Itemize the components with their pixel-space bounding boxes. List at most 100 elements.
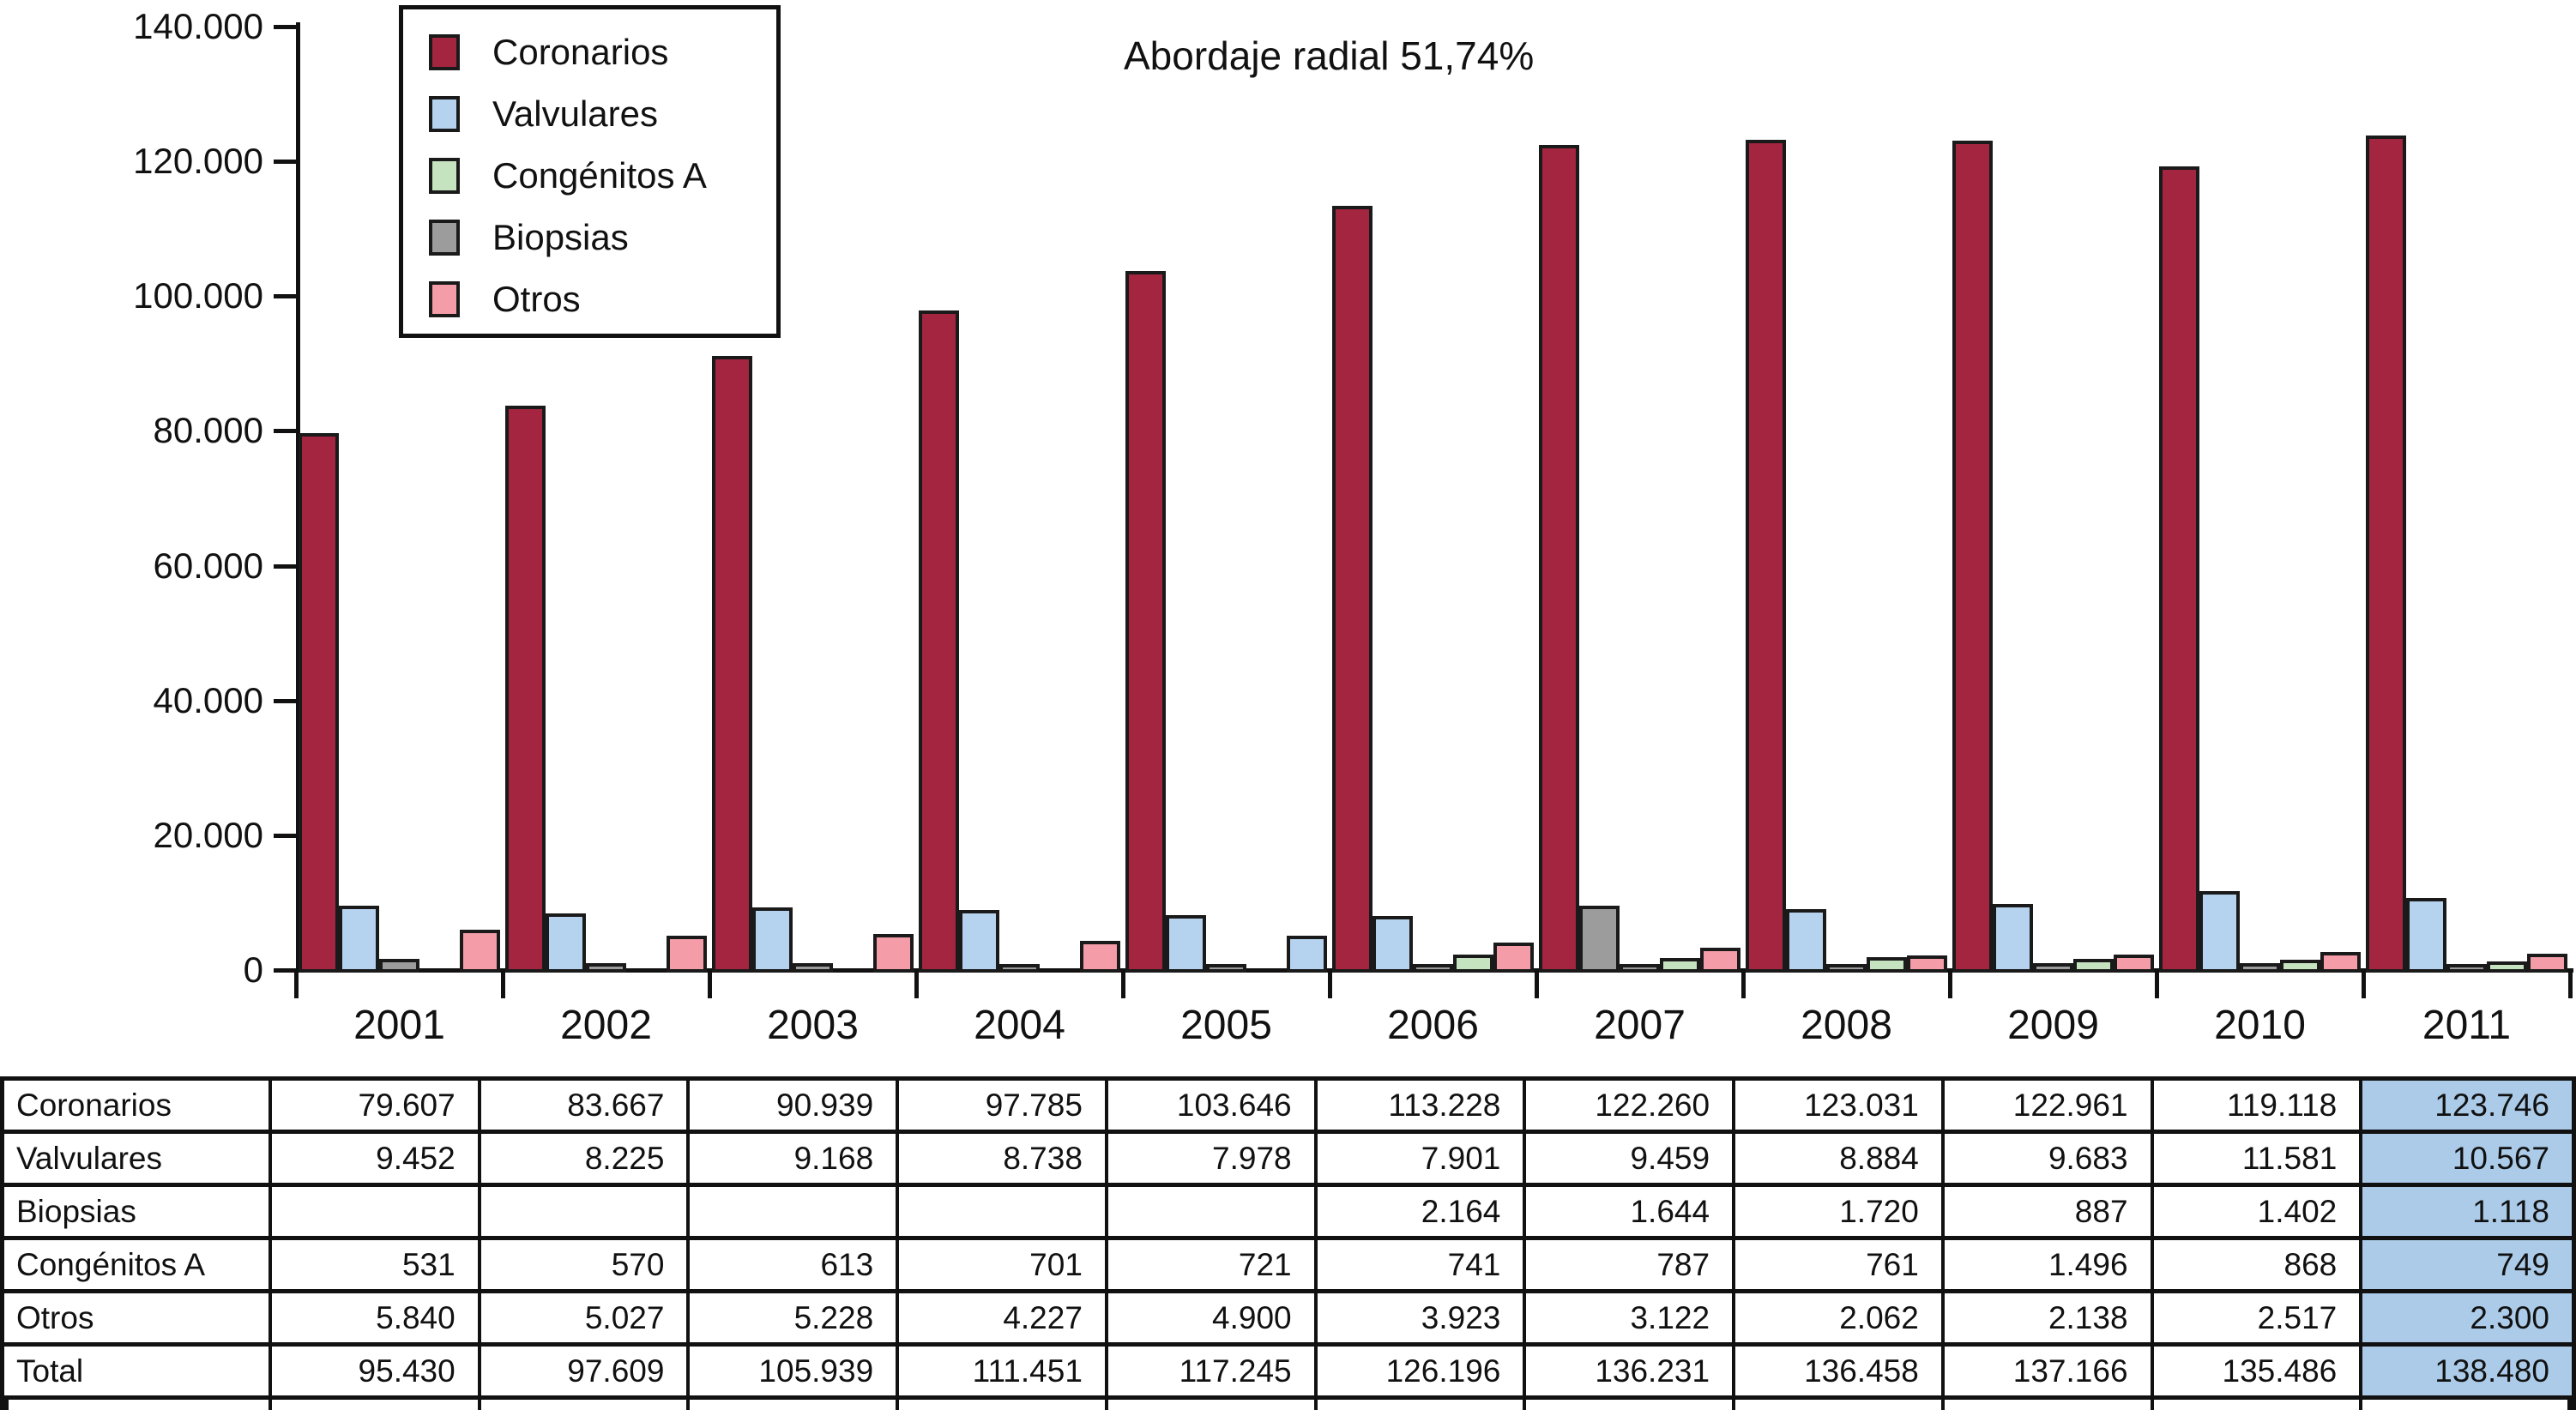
table-cell-2010: 11.581 bbox=[2154, 1134, 2363, 1183]
y-axis-tick-mark bbox=[274, 833, 296, 838]
table-column-divider-stub bbox=[1318, 1400, 1527, 1410]
bar-valvulares-2003 bbox=[752, 907, 793, 973]
legend-item-coronarios: Coronarios bbox=[429, 32, 669, 72]
table-column-divider-stub bbox=[690, 1400, 900, 1410]
bar-green-small-2009 bbox=[2073, 959, 2114, 973]
table-cell-2009: 887 bbox=[1945, 1187, 2154, 1236]
bar-gray-small-2005 bbox=[1206, 964, 1246, 973]
table-cell-2009: 137.166 bbox=[1945, 1347, 2154, 1395]
table-cell-2008: 2.062 bbox=[1735, 1293, 1945, 1342]
table-column-divider-stub bbox=[2154, 1400, 2363, 1410]
x-axis-label-2010: 2010 bbox=[2214, 1003, 2306, 1048]
table-row-label: Biopsias bbox=[4, 1187, 272, 1236]
table-row-label: Total bbox=[4, 1347, 272, 1395]
x-axis-tick-mark bbox=[294, 973, 299, 998]
legend-label: Valvulares bbox=[492, 93, 658, 134]
y-axis-tick-label: 80.000 bbox=[153, 410, 263, 451]
table-column-divider-stub bbox=[2362, 1400, 2572, 1410]
legend-item-valvulares: Valvulares bbox=[429, 93, 658, 134]
data-table: Coronarios 79.607 83.667 90.939 97.785 103.64… bbox=[0, 1076, 2576, 1410]
table-cell-2008: 761 bbox=[1735, 1240, 1945, 1289]
legend-label: Congénitos A bbox=[492, 155, 707, 196]
table-cell-2007: 122.260 bbox=[1526, 1081, 1736, 1130]
table-cell-2004: 701 bbox=[899, 1240, 1108, 1289]
y-axis-tick-label: 100.000 bbox=[133, 275, 263, 316]
bar-coronarios-2009 bbox=[1952, 141, 1993, 973]
table-cell-2009: 2.138 bbox=[1945, 1293, 2154, 1342]
x-axis-label-2006: 2006 bbox=[1387, 1003, 1479, 1048]
bar-valvulares-2008 bbox=[1786, 909, 1826, 973]
bar-otros-2006 bbox=[1493, 943, 1534, 973]
table-cell-2005: 7.978 bbox=[1108, 1134, 1318, 1183]
bar-otros-2011 bbox=[2527, 954, 2567, 973]
legend-label: Coronarios bbox=[492, 32, 669, 72]
bar-otros-2004 bbox=[1080, 941, 1120, 973]
bar-coronarios-2005 bbox=[1125, 271, 1166, 973]
chart-legend: Coronarios Valvulares Congénitos A Biopsias… bbox=[399, 5, 781, 338]
x-axis-tick-mark bbox=[2568, 973, 2573, 998]
legend-item-cong-nitos-a: Congénitos A bbox=[429, 155, 707, 196]
table-cell-2008: 136.458 bbox=[1735, 1347, 1945, 1395]
y-axis-tick-mark bbox=[274, 294, 296, 299]
table-cell-2003: 90.939 bbox=[690, 1081, 900, 1130]
table-column-divider-stub bbox=[481, 1400, 691, 1410]
bar-valvulares-2007 bbox=[1579, 906, 1620, 973]
y-axis-tick-label: 40.000 bbox=[153, 679, 263, 720]
bar-coronarios-2002 bbox=[505, 406, 546, 973]
table-column-divider-stub bbox=[272, 1400, 481, 1410]
table-cell-2004 bbox=[899, 1187, 1108, 1236]
x-axis-tick-mark bbox=[2362, 973, 2366, 998]
y-axis-tick-label: 120.000 bbox=[133, 141, 263, 182]
table-cropped-row-stubs bbox=[4, 1400, 2572, 1410]
bar-otros-2009 bbox=[2114, 955, 2154, 973]
table-cell-2007: 136.231 bbox=[1526, 1347, 1736, 1395]
legend-item-otros: Otros bbox=[429, 279, 581, 319]
table-cell-2003: 5.228 bbox=[690, 1293, 900, 1342]
table-cell-2007: 3.122 bbox=[1526, 1293, 1736, 1342]
bar-gray-small-2011 bbox=[2446, 964, 2487, 973]
legend-item-biopsias: Biopsias bbox=[429, 217, 629, 257]
bar-otros-2008 bbox=[1907, 955, 1947, 973]
legend-swatch-icon bbox=[429, 220, 460, 256]
bar-valvulares-2004 bbox=[959, 910, 999, 973]
table-cell-2010: 1.402 bbox=[2154, 1187, 2363, 1236]
bar-otros-2005 bbox=[1287, 936, 1327, 973]
table-cell-2011: 138.480 bbox=[2362, 1347, 2572, 1395]
table-cell-2010: 2.517 bbox=[2154, 1293, 2363, 1342]
bar-valvulares-2005 bbox=[1166, 915, 1206, 973]
bar-coronarios-2011 bbox=[2366, 136, 2406, 973]
table-cell-2003: 613 bbox=[690, 1240, 900, 1289]
bar-valvulares-2002 bbox=[546, 913, 586, 973]
x-axis-tick-mark bbox=[501, 973, 505, 998]
table-cell-2002 bbox=[481, 1187, 691, 1236]
table-cell-2008: 1.720 bbox=[1735, 1187, 1945, 1236]
table-column-divider-stub bbox=[1735, 1400, 1945, 1410]
table-cell-2001: 531 bbox=[272, 1240, 481, 1289]
table-cell-2001: 9.452 bbox=[272, 1134, 481, 1183]
table-column-divider-stub bbox=[1108, 1400, 1318, 1410]
y-axis-tick-mark bbox=[274, 160, 296, 165]
bar-otros-2001 bbox=[460, 930, 500, 973]
bar-coronarios-2004 bbox=[919, 310, 959, 973]
y-axis-tick-label: 20.000 bbox=[153, 814, 263, 855]
bar-gray-small-2008 bbox=[1826, 964, 1867, 973]
y-axis-tick-label: 0 bbox=[243, 949, 263, 990]
table-cell-2011: 123.746 bbox=[2362, 1081, 2572, 1130]
y-axis-line bbox=[296, 22, 300, 973]
table-cell-2002: 8.225 bbox=[481, 1134, 691, 1183]
table-cell-2005: 103.646 bbox=[1108, 1081, 1318, 1130]
table-cell-2002: 570 bbox=[481, 1240, 691, 1289]
bar-chart: Abordaje radial 51,74% Coronarios Valvula… bbox=[133, 5, 2573, 1048]
bar-otros-2003 bbox=[873, 934, 914, 973]
table-cell-2005: 117.245 bbox=[1108, 1347, 1318, 1395]
table-cell-2007: 1.644 bbox=[1526, 1187, 1736, 1236]
table-row-otros: Otros 5.840 5.027 5.228 4.227 4.900 3.923 3.122… bbox=[4, 1293, 2572, 1347]
bar-valvulares-2010 bbox=[2199, 891, 2240, 973]
bar-coronarios-2001 bbox=[299, 433, 339, 973]
legend-swatch-icon bbox=[429, 34, 460, 70]
table-cell-2005: 721 bbox=[1108, 1240, 1318, 1289]
table-column-divider-stub bbox=[1526, 1400, 1736, 1410]
table-cell-2006: 7.901 bbox=[1318, 1134, 1527, 1183]
table-row-total: Total 95.430 97.609 105.939 111.451 117.245 12… bbox=[4, 1347, 2572, 1400]
